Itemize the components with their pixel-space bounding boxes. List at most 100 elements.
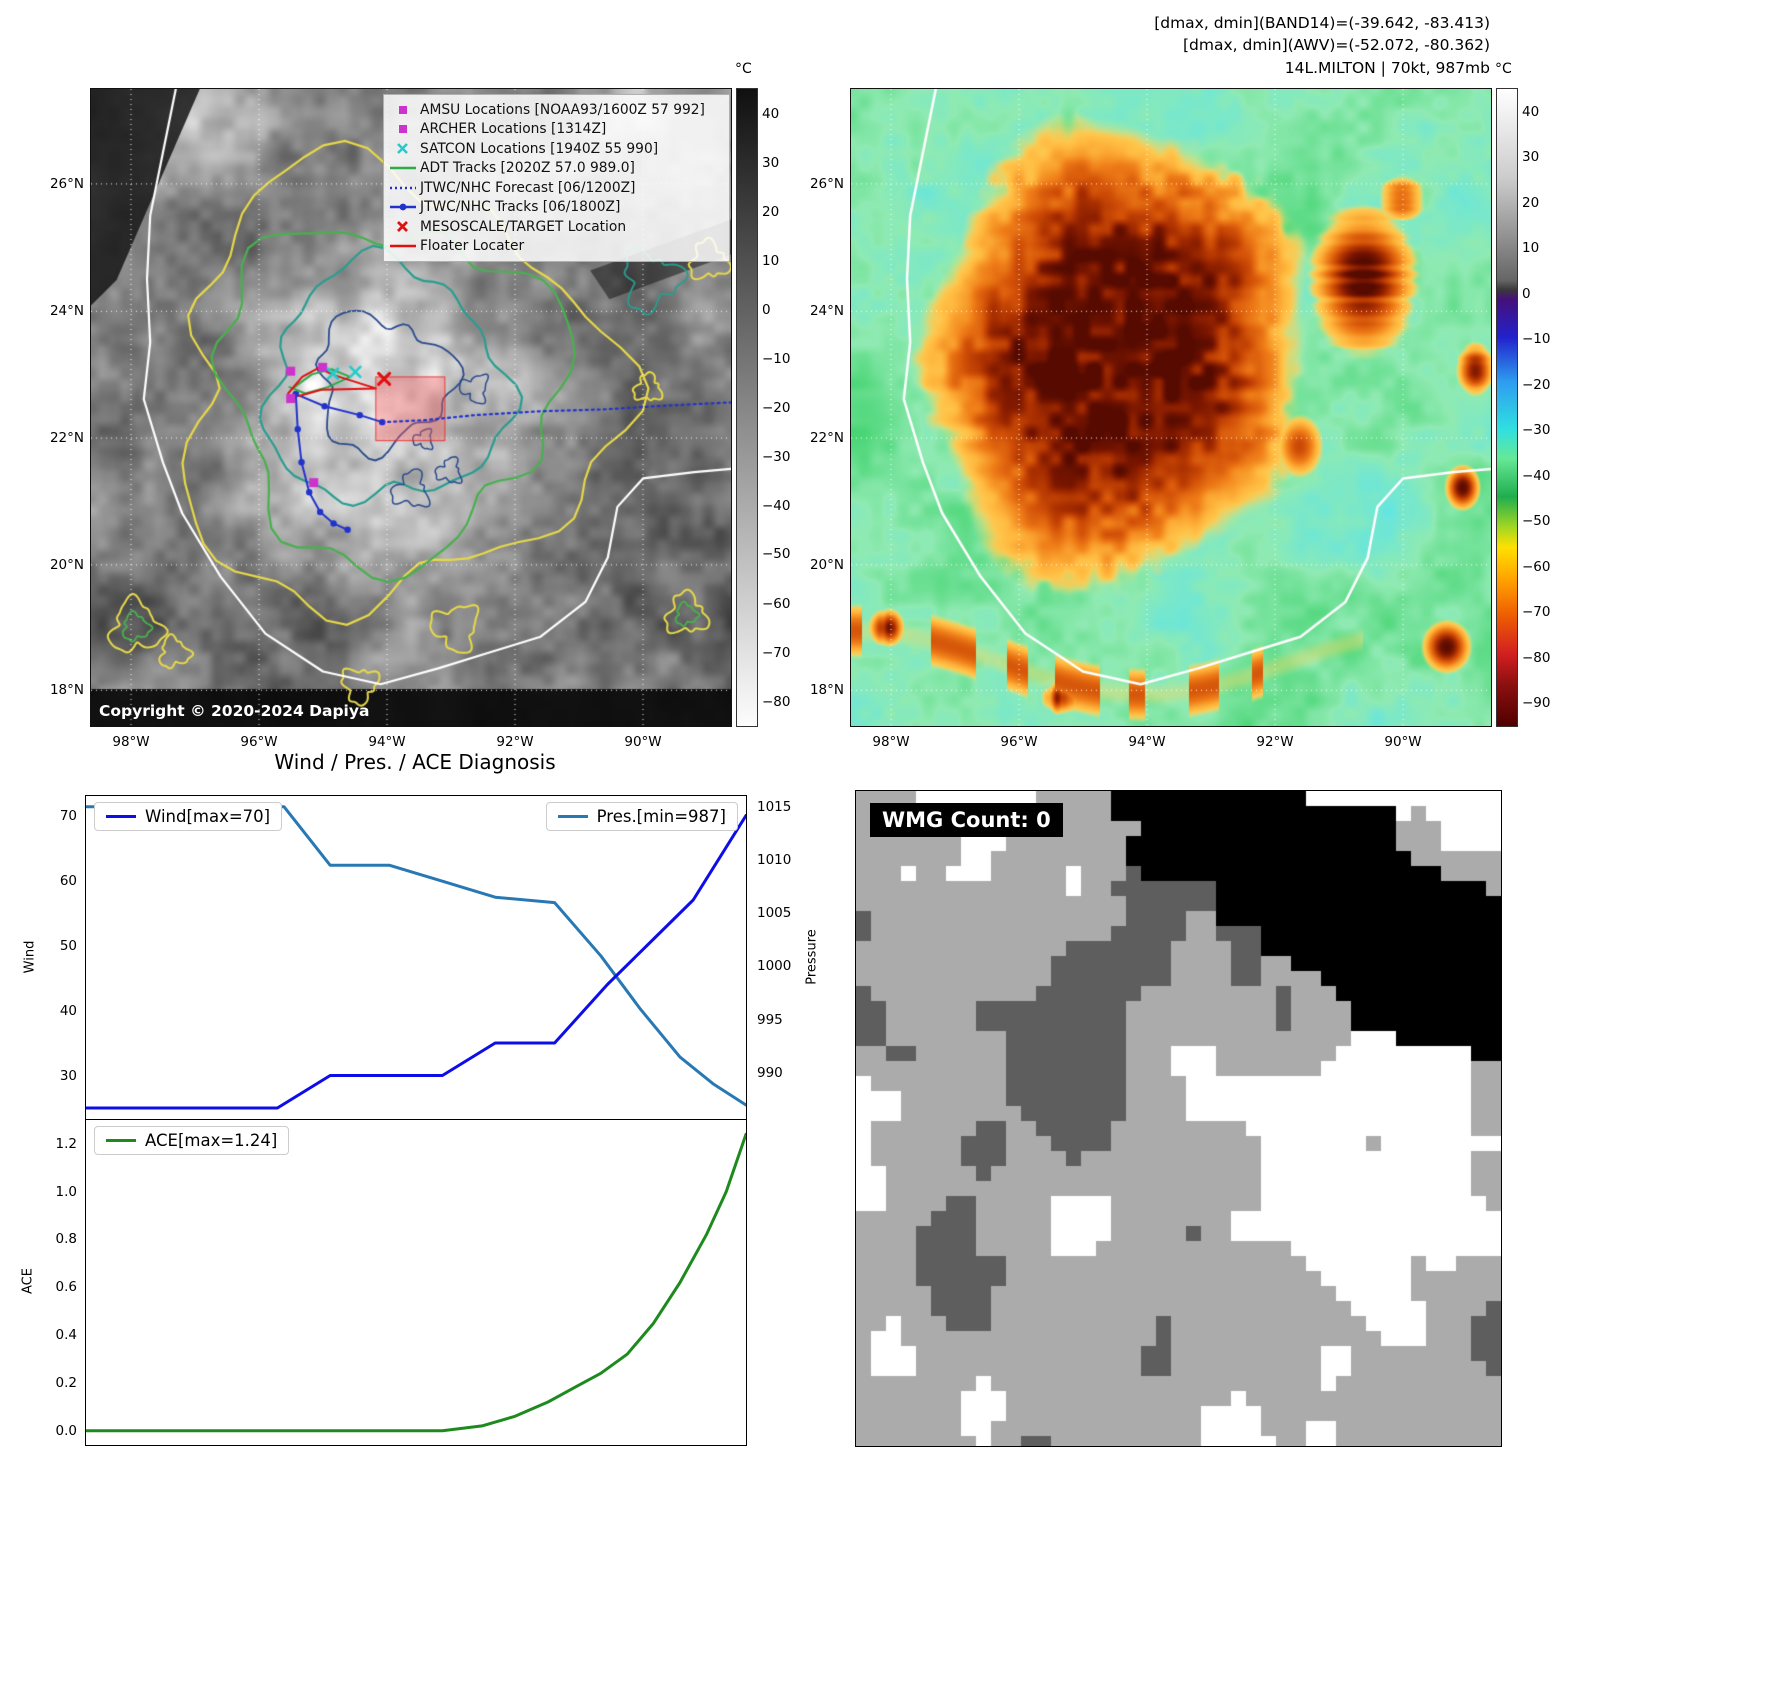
axis-tick-label: 0.4 bbox=[55, 1327, 77, 1344]
pressure-line-sample bbox=[557, 814, 588, 819]
lat-tick-label: 22°N bbox=[49, 430, 84, 447]
lat-tick-label: 26°N bbox=[49, 175, 84, 192]
legend-item: SATCON Locations [1940Z 55 990] bbox=[386, 139, 727, 159]
line-dot-blue-icon bbox=[386, 200, 420, 214]
lon-tick-label: 92°W bbox=[1256, 734, 1294, 750]
line-dotted-blue-icon bbox=[386, 181, 420, 195]
wind-pressure-chart: Wind[max=70] Pres.[min=987] 70 60 50 40 30 10… bbox=[60, 795, 791, 1122]
legend-item: JTWC/NHC Forecast [06/1200Z] bbox=[386, 178, 727, 198]
lat-tick-label: 20°N bbox=[49, 556, 84, 573]
legend-item: ARCHER Locations [1314Z] bbox=[386, 120, 727, 140]
axis-tick-label: 60 bbox=[59, 872, 77, 889]
legend-label: JTWC/NHC Forecast [06/1200Z] bbox=[420, 179, 636, 196]
colorbar-tick-label: −10 bbox=[1522, 331, 1551, 348]
legend-item: MESOSCALE/TARGET Location bbox=[386, 217, 727, 237]
lat-tick-label: 18°N bbox=[809, 682, 844, 699]
celsius-unit-label: °C bbox=[735, 61, 752, 77]
colorbar-tick-label: −60 bbox=[762, 595, 791, 612]
wmg-panel: WMG Count: 0 bbox=[855, 790, 1502, 1447]
axis-tick-label: 30 bbox=[59, 1067, 77, 1084]
line-red-icon bbox=[386, 239, 420, 253]
colorbar-tick-label: −30 bbox=[762, 448, 791, 465]
colorbar-tick-label: 10 bbox=[762, 252, 780, 269]
legend-label: MESOSCALE/TARGET Location bbox=[420, 218, 627, 235]
legend-label: JTWC/NHC Tracks [06/1800Z] bbox=[420, 199, 621, 216]
colorbar-tick-label: −50 bbox=[1522, 513, 1551, 530]
ir-color-satellite-canvas bbox=[851, 89, 1491, 726]
legend-label: ARCHER Locations [1314Z] bbox=[420, 121, 607, 138]
axis-tick-label: 1.2 bbox=[55, 1135, 77, 1152]
colorbar-tick-label: −70 bbox=[1522, 604, 1551, 621]
celsius-unit-label: °C bbox=[1495, 61, 1512, 77]
square-magenta-icon bbox=[386, 103, 420, 117]
colorbar-tick-label: 30 bbox=[762, 154, 780, 171]
lon-tick-label: 96°W bbox=[240, 734, 278, 750]
colorbar-tick-label: −90 bbox=[1522, 695, 1551, 712]
wind-legend-label: Wind[max=70] bbox=[145, 807, 271, 826]
Wind-line bbox=[86, 814, 746, 1110]
ACE-line bbox=[86, 1132, 746, 1433]
x-cyan-icon bbox=[386, 142, 420, 156]
legend-label: SATCON Locations [1940Z 55 990] bbox=[420, 140, 659, 157]
wind-line-sample bbox=[106, 814, 136, 819]
axis-tick-label: 40 bbox=[59, 1002, 77, 1019]
axis-tick-label: 1.0 bbox=[55, 1183, 77, 1200]
colorbar-tick-label: −70 bbox=[762, 644, 791, 661]
axis-tick-label: 50 bbox=[59, 937, 77, 954]
storm-id-intensity: 14L.MILTON | 70kt, 987mb bbox=[1284, 58, 1490, 77]
wmg-count-label: WMG Count: 0 bbox=[870, 803, 1063, 837]
map-legend: AMSU Locations [NOAA93/1600Z 57 992] ARCH… bbox=[383, 94, 730, 262]
wind-legend: Wind[max=70] bbox=[94, 802, 283, 831]
lon-tick-label: 94°W bbox=[1128, 734, 1166, 750]
ir-colorbar: °C 40 30 20 10 0 −10 −20 −30 −40 −50 −60 −70 −80 −90 bbox=[1495, 61, 1551, 727]
colorbar-tick-label: −50 bbox=[762, 546, 791, 563]
lat-tick-label: 22°N bbox=[809, 430, 844, 447]
x-red-icon bbox=[386, 220, 420, 234]
ir-color-satellite-map: 26°N 24°N 22°N 20°N 18°N 98°W 96°W 94°W 92°W 90°W bbox=[810, 88, 1492, 750]
axis-tick-label: 0.8 bbox=[55, 1231, 77, 1248]
axis-tick-label: 0.6 bbox=[55, 1279, 77, 1296]
line-green-icon bbox=[386, 161, 420, 175]
pressure-legend-label: Pres.[min=987] bbox=[596, 807, 726, 826]
ace-legend-label: ACE[max=1.24] bbox=[145, 1131, 278, 1150]
right-panel-header: [dmax, dmin](BAND14)=(-39.642, -83.413) … bbox=[800, 12, 1490, 79]
lat-tick-label: 24°N bbox=[809, 303, 844, 320]
diagnosis-chart-title: Wind / Pres. / ACE Diagnosis bbox=[274, 750, 556, 774]
colorbar-tick-label: 20 bbox=[1522, 194, 1540, 211]
colorbar-tick-label: −30 bbox=[1522, 422, 1551, 439]
lat-tick-label: 26°N bbox=[809, 175, 844, 192]
wind-pressure-plot bbox=[86, 805, 746, 1110]
pressure-legend: Pres.[min=987] bbox=[545, 802, 738, 831]
dmax-dmin-awv: [dmax, dmin](AWV)=(-52.072, -80.362) bbox=[1183, 36, 1490, 55]
lon-tick-label: 98°W bbox=[872, 734, 910, 750]
legend-label: AMSU Locations [NOAA93/1600Z 57 992] bbox=[420, 101, 705, 118]
colorbar-tick-label: 30 bbox=[1522, 149, 1540, 166]
lon-tick-label: 96°W bbox=[1000, 734, 1038, 750]
copyright-text: Copyright © 2020-2024 Dapiya bbox=[99, 702, 370, 720]
square-magenta-icon bbox=[386, 122, 420, 136]
legend-item: ADT Tracks [2020Z 57.0 989.0] bbox=[386, 159, 727, 179]
axis-tick-label: 0.2 bbox=[55, 1374, 77, 1391]
ace-legend: ACE[max=1.24] bbox=[94, 1126, 290, 1155]
colorbar-tick-label: −40 bbox=[1522, 467, 1551, 484]
lat-tick-label: 24°N bbox=[49, 303, 84, 320]
colorbar-tick-label: 0 bbox=[1522, 285, 1531, 302]
ace-axis-label: ACE bbox=[20, 1268, 36, 1294]
ace-plot bbox=[86, 1132, 746, 1433]
legend-item: AMSU Locations [NOAA93/1600Z 57 992] bbox=[386, 100, 727, 120]
colorbar-tick-label: 40 bbox=[1522, 103, 1540, 120]
band14-colorbar: °C 40 30 20 10 0 −10 −20 −30 −40 −50 −60 −70 −80 bbox=[735, 61, 791, 727]
lat-tick-label: 18°N bbox=[49, 682, 84, 699]
ace-chart: ACE[max=1.24] 1.2 1.0 0.8 0.6 0.4 0.2 0.0 bbox=[56, 1119, 747, 1446]
ace-line-sample bbox=[106, 1138, 136, 1143]
axis-tick-label: 70 bbox=[59, 807, 77, 824]
legend-item: JTWC/NHC Tracks [06/1800Z] bbox=[386, 198, 727, 218]
lon-tick-label: 92°W bbox=[496, 734, 534, 750]
legend-label: ADT Tracks [2020Z 57.0 989.0] bbox=[420, 160, 635, 177]
axis-tick-label: 1010 bbox=[757, 851, 792, 868]
lon-tick-label: 98°W bbox=[112, 734, 150, 750]
colorbar-tick-label: 40 bbox=[762, 105, 780, 122]
band14-satellite-map: AMSU Locations [NOAA93/1600Z 57 992] ARCH… bbox=[50, 88, 732, 750]
colorbar-tick-label: −10 bbox=[762, 350, 791, 367]
colorbar-tick-label: −20 bbox=[1522, 376, 1551, 393]
